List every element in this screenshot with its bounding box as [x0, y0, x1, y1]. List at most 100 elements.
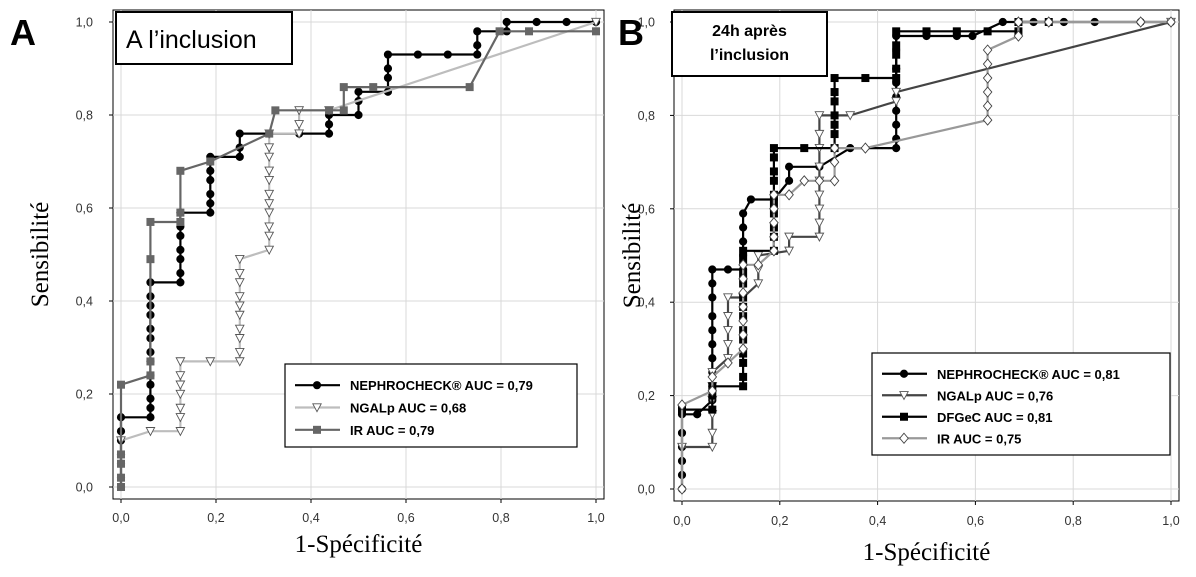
- legend-marker: [899, 391, 909, 401]
- data-point: [176, 278, 185, 287]
- data-point: [814, 162, 825, 172]
- data-point: [708, 326, 717, 335]
- data-point: [525, 27, 534, 36]
- data-point: [982, 44, 993, 56]
- legend-item: IR AUC = 0,75: [882, 431, 1021, 446]
- chart-title-box: [115, 11, 293, 65]
- data-point: [769, 176, 778, 185]
- data-point: [117, 473, 125, 482]
- y-tick-label: 0,8: [638, 109, 655, 123]
- data-point: [234, 268, 245, 279]
- y-tick-label: 1,0: [76, 16, 93, 30]
- data-point: [892, 120, 901, 129]
- data-point: [677, 483, 687, 495]
- data-point: [369, 83, 378, 92]
- data-point: [1013, 16, 1024, 28]
- legend-label: NGALp AUC = 0,76: [937, 388, 1053, 403]
- data-point: [708, 312, 717, 321]
- data-point: [146, 394, 155, 403]
- data-point: [235, 152, 244, 161]
- data-point: [982, 86, 993, 98]
- data-point: [738, 273, 748, 285]
- legend-item: NGALp AUC = 0,68: [295, 401, 466, 416]
- series-3: [117, 27, 600, 491]
- data-point: [175, 413, 186, 423]
- data-point: [264, 152, 275, 163]
- data-point: [677, 399, 687, 411]
- data-point: [891, 87, 902, 98]
- data-point: [502, 17, 511, 27]
- legend-marker: [899, 369, 909, 378]
- data-point: [892, 74, 901, 83]
- data-point: [146, 371, 155, 380]
- data-point: [830, 111, 839, 120]
- legend-marker: [312, 403, 322, 413]
- data-point: [739, 223, 748, 232]
- data-point: [769, 167, 778, 176]
- series-4: [677, 16, 1176, 495]
- x-tick-label: 1,0: [587, 511, 604, 525]
- data-point: [175, 371, 186, 381]
- data-point: [532, 17, 541, 27]
- legend-label: NEPHROCHECK® AUC = 0,79: [350, 378, 533, 393]
- data-point: [1135, 16, 1146, 28]
- data-point: [707, 442, 718, 453]
- data-point: [234, 324, 245, 335]
- data-point: [738, 343, 748, 355]
- data-point: [176, 245, 185, 254]
- data-point: [264, 231, 275, 242]
- y-tick-label: 0,8: [76, 109, 93, 123]
- data-point: [968, 31, 977, 41]
- data-point: [264, 143, 275, 153]
- data-point: [769, 245, 779, 257]
- y-axis-label: Sensibilité: [27, 202, 54, 308]
- x-tick-label: 1,0: [1162, 514, 1179, 528]
- data-point: [591, 17, 601, 28]
- data-point: [473, 50, 482, 59]
- data-point: [264, 166, 275, 176]
- data-point: [739, 358, 748, 367]
- x-tick-label: 0,8: [492, 511, 509, 525]
- x-tick-label: 0,8: [1065, 514, 1082, 528]
- data-point: [829, 156, 840, 168]
- data-point: [206, 166, 215, 175]
- data-point: [443, 50, 452, 59]
- data-point: [830, 120, 839, 129]
- data-point: [234, 301, 245, 311]
- data-point: [983, 27, 992, 36]
- data-point: [175, 389, 186, 400]
- data-point: [829, 142, 840, 154]
- data-point: [861, 74, 870, 83]
- chart-title-line: l’inclusion: [710, 47, 789, 64]
- data-point: [723, 340, 733, 350]
- x-tick-label: 0,4: [869, 514, 886, 528]
- data-point: [892, 50, 901, 59]
- y-axis-label: Sensibilité: [619, 203, 646, 309]
- data-point: [723, 312, 733, 322]
- data-point: [784, 189, 794, 201]
- data-point: [146, 413, 155, 422]
- legend-marker: [900, 412, 908, 421]
- data-point: [234, 348, 245, 358]
- panel-letter: A: [10, 12, 36, 53]
- data-point: [413, 50, 422, 59]
- y-tick-label: 0,2: [638, 389, 655, 403]
- legend-item: NGALp AUC = 0,76: [882, 388, 1053, 403]
- data-point: [892, 27, 901, 36]
- data-point: [738, 315, 748, 327]
- data-point: [814, 190, 825, 200]
- data-point: [814, 175, 825, 187]
- data-point: [830, 74, 839, 83]
- data-point: [738, 259, 748, 271]
- data-point: [176, 166, 185, 175]
- x-tick-label: 0,6: [967, 514, 984, 528]
- data-point: [146, 403, 155, 413]
- data-point: [746, 195, 756, 204]
- data-point: [176, 255, 185, 264]
- data-point: [982, 72, 993, 84]
- data-point: [235, 129, 244, 138]
- data-point: [234, 292, 245, 302]
- data-point: [354, 87, 363, 96]
- data-point: [234, 334, 245, 344]
